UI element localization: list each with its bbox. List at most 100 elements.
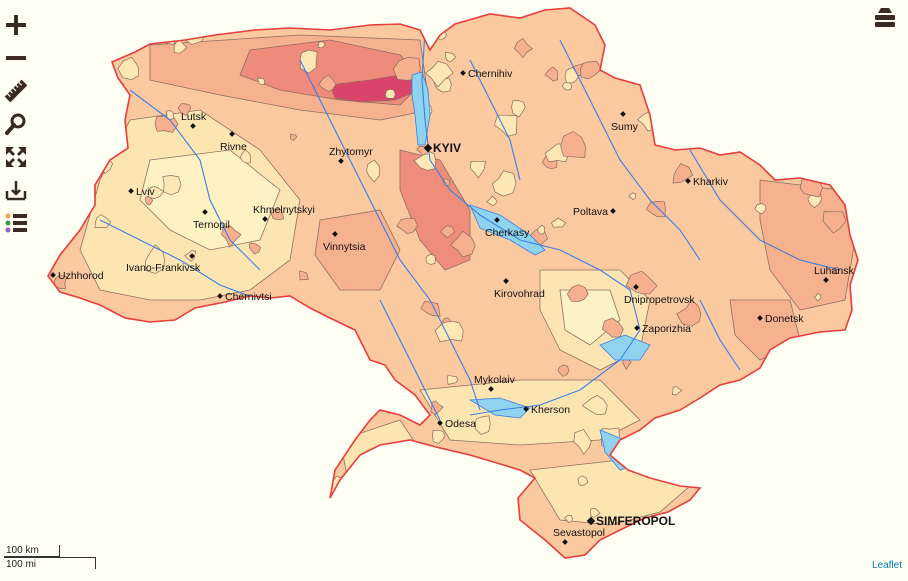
- contour-blob: [173, 38, 188, 54]
- contour-blob: [425, 60, 454, 88]
- city-sumy[interactable]: Sumy: [611, 111, 639, 133]
- legend-button[interactable]: [2, 206, 30, 239]
- contour-blob: [841, 135, 856, 151]
- scale-mi-label: 100 mi: [4, 557, 96, 570]
- layers-control-button[interactable]: [872, 5, 898, 31]
- city-kherson[interactable]: Kherson: [523, 404, 570, 416]
- city-label: Poltava: [573, 206, 608, 218]
- city-sevastopol[interactable]: Sevastopol: [553, 527, 605, 545]
- contour-blob: [440, 225, 456, 238]
- contour-blob: [672, 163, 694, 184]
- contour-blob: [809, 434, 833, 457]
- city-lviv[interactable]: Lviv: [128, 186, 155, 198]
- contour-blob: [434, 320, 464, 343]
- city-marker: [202, 209, 208, 215]
- city-luhansk[interactable]: Luhansk: [814, 265, 854, 283]
- city-poltava[interactable]: Poltava: [573, 206, 616, 218]
- city-marker: [757, 315, 763, 321]
- city-ivano-frankivsk[interactable]: Ivano-Frankivsk: [126, 253, 201, 274]
- contour-blob: [544, 66, 559, 82]
- city-label: Zaporizhia: [642, 323, 691, 335]
- city-label: Rivne: [220, 141, 247, 153]
- water-body: [469, 204, 546, 256]
- contour-blob: [342, 404, 361, 421]
- city-kharkiv[interactable]: Kharkiv: [685, 176, 729, 188]
- contour-blob: [322, 475, 346, 500]
- contour-blob: [676, 299, 702, 327]
- city-rivne[interactable]: Rivne: [220, 131, 247, 153]
- city-label: Kherson: [531, 404, 570, 416]
- map-toolbar: [2, 8, 30, 239]
- contour-blob: [425, 254, 436, 265]
- contour-blob: [687, 92, 703, 105]
- contour-blob: [573, 429, 592, 455]
- city-uzhhorod[interactable]: Uzhhorod: [50, 270, 104, 282]
- city-markers: Chernihiv Lutsk Rivne Zhytomyr KYIV Sumy Khark…: [50, 68, 854, 545]
- city-marker: [562, 539, 568, 545]
- measure-button[interactable]: [2, 74, 30, 107]
- search-button[interactable]: [2, 107, 30, 140]
- contour-blob: [117, 56, 140, 81]
- contour-blob: [111, 140, 122, 150]
- city-odesa[interactable]: Odesa: [437, 418, 476, 430]
- capital-marker: [423, 143, 433, 153]
- contour-blob: [485, 195, 498, 207]
- zoom-out-button[interactable]: [2, 41, 30, 74]
- country-shape[interactable]: [47, 7, 859, 559]
- city-simferopol[interactable]: SIMFEROPOL: [586, 514, 676, 528]
- contour-blob: [772, 442, 780, 451]
- contour-blob: [815, 58, 836, 82]
- contour-blob: [625, 270, 658, 295]
- city-label: Zhytomyr: [329, 146, 373, 158]
- city-marker: [523, 406, 529, 412]
- city-ternopil[interactable]: Ternopil: [193, 209, 230, 231]
- contour-blob: [362, 471, 385, 495]
- contour-blob: [249, 242, 262, 255]
- contour-blob: [557, 364, 570, 377]
- zone-9: [399, 149, 471, 271]
- city-lutsk[interactable]: Lutsk: [181, 111, 207, 129]
- city-vinnytsia[interactable]: Vinnytsia: [323, 231, 366, 253]
- contour-blob: [829, 403, 854, 430]
- capital-marker: [586, 516, 596, 526]
- city-donetsk[interactable]: Donetsk: [757, 313, 804, 325]
- contour-blob: [239, 148, 251, 164]
- river: [421, 29, 641, 416]
- river: [99, 219, 261, 301]
- attribution-link[interactable]: Leaflet: [871, 560, 902, 571]
- contour-blob: [229, 314, 247, 334]
- contour-blob: [710, 117, 722, 130]
- city-zhytomyr[interactable]: Zhytomyr: [329, 146, 373, 164]
- contour-blob: [204, 361, 215, 375]
- city-marker: [128, 188, 134, 194]
- city-marker: [685, 178, 691, 184]
- contour-blob: [777, 357, 806, 383]
- city-chernihiv[interactable]: Chernihiv: [460, 68, 513, 80]
- plus-icon: [6, 14, 26, 35]
- contour-blob: [474, 415, 491, 435]
- city-dnipropetrovsk[interactable]: Dnipropetrovsk: [624, 284, 695, 306]
- city-kirovohrad[interactable]: Kirovohrad: [494, 278, 545, 300]
- city-cherkasy[interactable]: Cherkasy: [485, 217, 530, 239]
- zoom-in-button[interactable]: [2, 8, 30, 41]
- city-mykolaiv[interactable]: Mykolaiv: [474, 374, 516, 392]
- contour-blob: [430, 400, 444, 415]
- full-extent-button[interactable]: [2, 140, 30, 173]
- legend-list-icon: [5, 213, 27, 232]
- contour-blob: [257, 77, 266, 86]
- contour-blob: [221, 225, 242, 248]
- expand-arrows-icon: [6, 146, 26, 167]
- river: [129, 89, 261, 271]
- city-chernivtsi[interactable]: Chernivtsi: [217, 291, 272, 303]
- identify-button[interactable]: [2, 173, 30, 206]
- contour-blob: [318, 74, 337, 92]
- city-kyiv[interactable]: KYIV: [423, 141, 461, 155]
- city-label: Ivano-Frankivsk: [126, 262, 201, 274]
- city-khmelnytskyi[interactable]: Khmelnytskyi: [253, 204, 315, 222]
- contour-blob: [755, 514, 770, 530]
- contour-blob: [716, 518, 731, 533]
- city-zaporizhia[interactable]: Zaporizhia: [634, 323, 691, 335]
- city-label: Sumy: [611, 121, 639, 133]
- contour-blob: [566, 284, 589, 302]
